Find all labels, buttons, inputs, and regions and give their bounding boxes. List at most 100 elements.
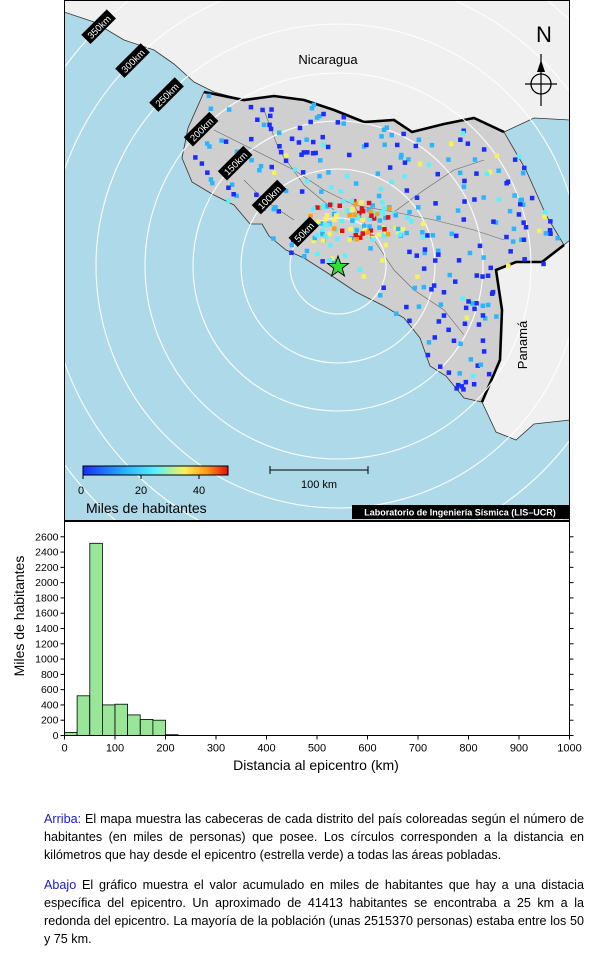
y-tick-label: 2600 [35,531,59,543]
district-marker [353,201,358,207]
y-tick-label: 1000 [35,654,59,666]
district-marker [338,189,344,194]
district-marker [463,305,469,311]
district-marker [461,128,466,133]
district-marker [304,137,309,142]
district-marker [316,219,321,224]
district-marker [521,237,527,242]
district-marker [370,237,376,242]
district-marker [523,225,529,230]
x-tick-label: 800 [459,743,477,755]
district-marker [457,170,463,176]
district-marker [377,218,383,223]
district-marker [407,318,412,324]
x-tick-label: 400 [257,743,275,755]
district-marker [454,233,459,239]
district-marker [402,160,408,165]
district-marker [292,167,298,172]
district-marker [269,107,274,112]
district-marker [210,180,215,186]
x-tick-label: 600 [358,743,376,755]
district-marker [361,223,367,229]
district-marker [352,198,357,204]
colorbar-tick-40: 40 [193,485,205,497]
district-marker [471,374,476,379]
district-marker [432,335,437,340]
district-marker [481,195,486,200]
district-marker [349,207,355,213]
district-marker [399,152,404,158]
histogram-bar [139,718,154,736]
credit-text: Laboratorio de Ingeniería Sísmica (LIS–U… [364,508,556,518]
district-marker [297,125,303,131]
district-marker [420,235,425,240]
district-marker [330,256,335,261]
district-marker [520,170,526,176]
y-tick-label: 600 [41,684,59,696]
district-marker [474,171,479,176]
district-marker [301,150,307,155]
north-label: N [536,22,552,47]
district-marker [382,206,387,211]
colorbar: 0 20 40 Miles de habitantes [78,465,229,516]
district-marker [416,137,422,142]
district-marker [480,313,486,318]
district-marker [342,253,348,258]
district-marker [504,234,509,240]
district-marker [446,327,451,333]
district-marker [521,202,526,207]
scale-bar-label: 100 km [301,479,337,491]
district-marker [341,121,346,126]
district-marker [481,349,487,354]
district-marker [313,150,318,156]
distance-rings [64,0,570,521]
district-marker [278,149,284,155]
district-marker [341,199,346,204]
district-marker [421,284,427,290]
district-marker [451,338,457,343]
district-marker [234,149,240,154]
district-marker [345,208,351,213]
district-marker [206,93,212,99]
district-marker [277,144,282,149]
district-marker [385,215,391,220]
district-marker [308,119,313,125]
district-marker [324,213,330,218]
district-marker [355,215,360,220]
district-marker [255,117,260,122]
district-marker [320,231,325,237]
district-marker [325,204,330,209]
x-tick-label: 700 [409,743,427,755]
district-marker [441,313,447,318]
country-label-panama: Panamá [515,320,530,369]
district-marker [485,302,491,308]
district-marker [331,258,336,264]
district-marker [379,134,384,139]
district-marker [362,227,368,233]
x-tick-label: 900 [510,743,528,755]
district-marker [360,217,365,223]
district-marker [487,169,493,175]
district-marker [267,122,272,128]
district-marker [322,223,328,228]
district-marker [327,231,332,237]
district-marker [304,179,310,184]
district-marker [376,193,382,199]
district-marker [415,274,420,279]
population-histogram: Miles de habitantes Distancia al epicent… [0,521,590,775]
district-marker [325,222,331,228]
district-marker [272,170,277,175]
district-marker [529,195,535,201]
district-marker [320,134,325,140]
district-marker [405,215,410,220]
y-ticks: 0 200 400 600 800 1000 1200 1400 1600 1800 2000 220… [35,531,574,742]
district-marker [208,106,214,111]
district-marker [375,211,380,217]
district-marker [426,340,432,345]
district-marker [309,106,315,111]
district-marker [458,137,463,142]
district-marker [409,219,414,224]
x-tick-label: 200 [156,743,174,755]
y-tick-label: 200 [41,715,59,727]
y-tick-label: 2000 [35,577,59,589]
